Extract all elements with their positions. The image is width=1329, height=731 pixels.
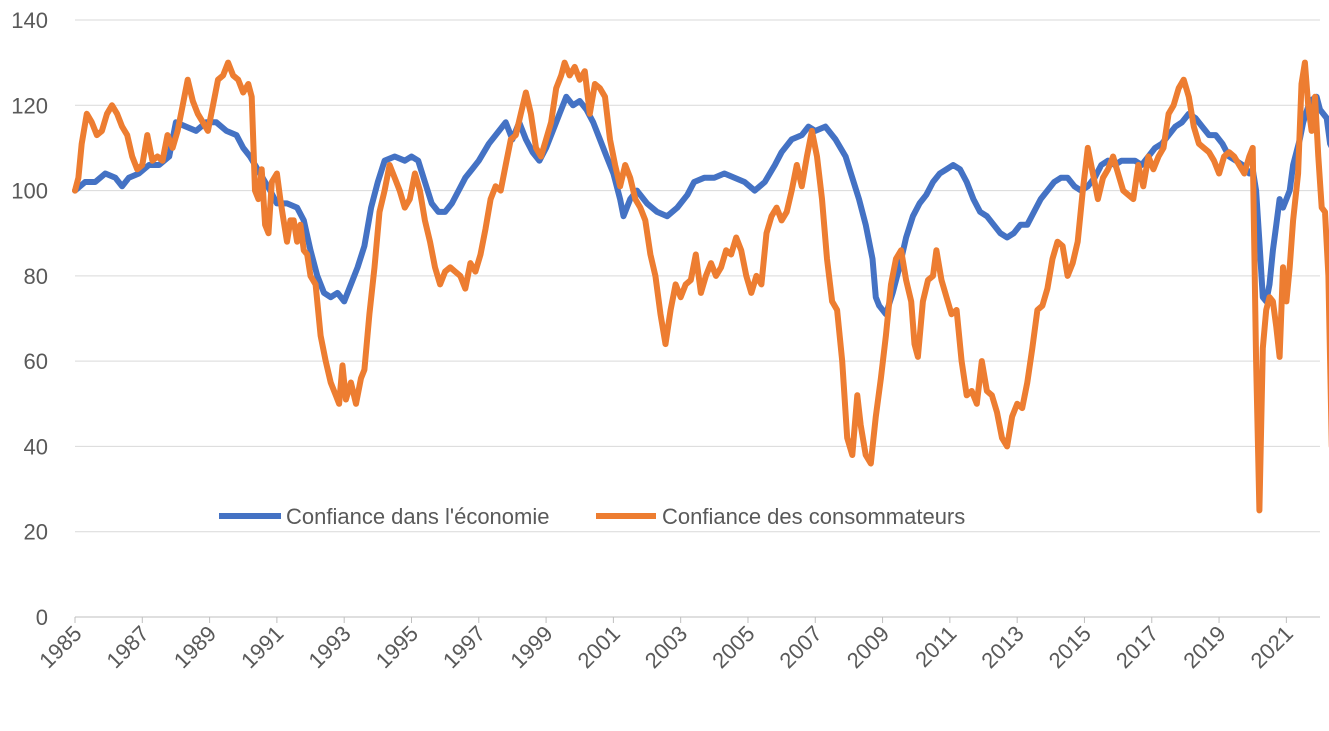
x-tick-label: 1993 bbox=[303, 621, 355, 673]
legend-label-economie: Confiance dans l'économie bbox=[286, 504, 549, 529]
x-tick-label: 2013 bbox=[976, 621, 1028, 673]
series-line-economie bbox=[72, 93, 1329, 318]
series-lines bbox=[72, 59, 1329, 514]
x-tick-label: 2011 bbox=[910, 621, 961, 672]
x-tick-label: 2005 bbox=[707, 621, 759, 673]
y-tick-label: 20 bbox=[24, 520, 48, 545]
legend: Confiance dans l'économie Confiance des … bbox=[219, 504, 965, 529]
x-tick-label: 1991 bbox=[236, 621, 288, 673]
y-tick-label: 40 bbox=[24, 434, 48, 459]
y-tick-label: 100 bbox=[11, 179, 48, 204]
x-tick-label: 1987 bbox=[102, 621, 154, 673]
x-tick-label: 2007 bbox=[775, 621, 827, 673]
y-tick-label: 0 bbox=[36, 605, 48, 630]
y-tick-label: 120 bbox=[11, 93, 48, 118]
series-line-consommateurs bbox=[72, 59, 1329, 514]
x-tick-label: 2017 bbox=[1111, 621, 1163, 673]
x-tick-label: 2021 bbox=[1246, 621, 1298, 673]
x-tick-label: 1997 bbox=[438, 621, 490, 673]
y-axis-tick-labels: 0 20 40 60 80 100 120 140 bbox=[11, 8, 48, 630]
y-tick-label: 80 bbox=[24, 264, 48, 289]
gridlines bbox=[74, 19, 1320, 623]
x-tick-label: 1999 bbox=[505, 621, 557, 673]
x-axis-tick-labels: 1985 1987 1989 1991 1993 1995 1997 1999 2001 2003… bbox=[34, 621, 1298, 673]
y-tick-label: 140 bbox=[11, 8, 48, 33]
x-tick-label: 2019 bbox=[1178, 621, 1230, 673]
x-tick-label: 2015 bbox=[1044, 621, 1096, 673]
legend-label-consommateurs: Confiance des consommateurs bbox=[662, 504, 965, 529]
x-tick-label: 1989 bbox=[169, 621, 221, 673]
x-tick-label: 2001 bbox=[573, 621, 625, 673]
x-tick-label: 2009 bbox=[842, 621, 894, 673]
x-tick-label: 1995 bbox=[371, 621, 423, 673]
x-tick-label: 2003 bbox=[640, 621, 692, 673]
y-tick-label: 60 bbox=[24, 349, 48, 374]
